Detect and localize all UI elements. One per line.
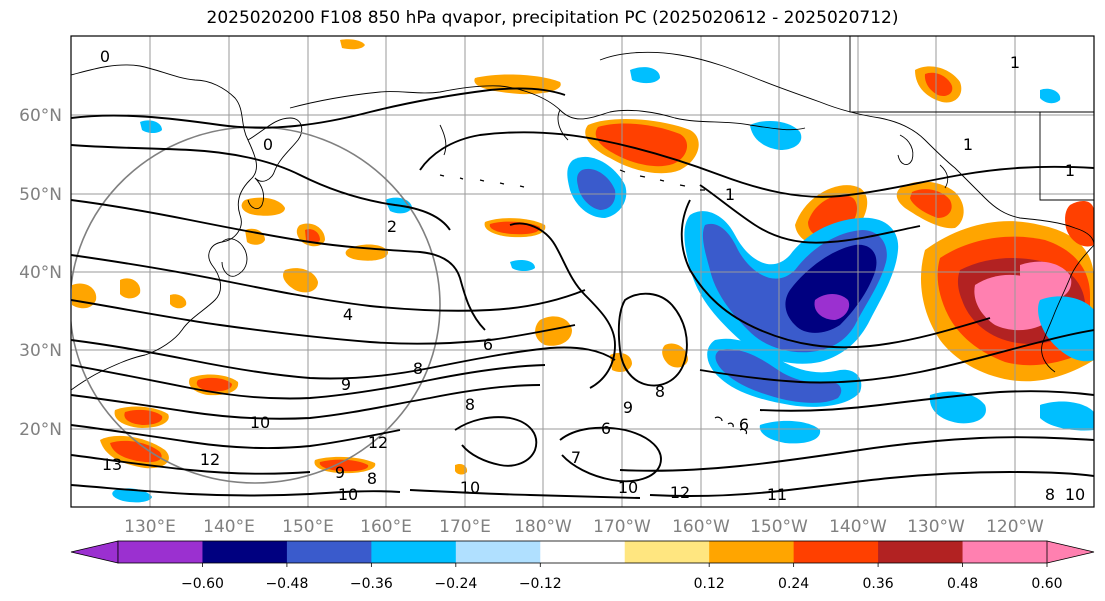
contour-label: 8	[413, 359, 423, 378]
longitude-label: 140°E	[203, 517, 255, 537]
colorbar-segment	[624, 541, 710, 563]
contour-label: 0	[100, 47, 110, 66]
contour-label: 12	[200, 450, 220, 469]
longitude-label: 180°W	[514, 517, 572, 537]
contour-label: 10	[618, 478, 638, 497]
longitude-label: 170°W	[593, 517, 651, 537]
contour-label: 7	[571, 448, 581, 467]
colorbar-tick-label: −0.48	[265, 576, 308, 592]
contour-label: 6	[739, 415, 749, 434]
latitude-label: 20°N	[19, 420, 62, 440]
colorbar-segment	[540, 541, 626, 563]
colorbar-tick-label: −0.24	[434, 576, 477, 592]
contour-label: 6	[483, 335, 493, 354]
contour-label: 4	[343, 305, 353, 324]
longitude-label: 170°E	[439, 517, 491, 537]
contour-label: 10	[1065, 485, 1085, 504]
map-title: 2025020200 F108 850 hPa qvapor, precipit…	[206, 8, 899, 28]
longitude-label: 160°W	[672, 517, 730, 537]
colorbar: −0.60 −0.48 −0.36 −0.24 −0.12 0.12 0.24 0.36 0.4…	[70, 540, 1095, 592]
longitude-label: 120°W	[986, 517, 1044, 537]
colorbar-segment	[371, 541, 457, 563]
contour-label: 0	[263, 135, 273, 154]
contour-label: 9	[335, 463, 345, 482]
latitude-label: 30°N	[19, 341, 62, 361]
contour-label: 8	[655, 382, 665, 401]
colorbar-segment	[793, 541, 879, 563]
colorbar-tick-label: 0.36	[863, 576, 894, 592]
coastlines	[71, 36, 1094, 435]
longitude-label: 150°W	[750, 517, 808, 537]
colorbar-tick-label: −0.12	[519, 576, 562, 592]
contour-label: 10	[460, 478, 480, 497]
longitude-label: 130°E	[124, 517, 176, 537]
colorbar-tick-label: 0.60	[1031, 576, 1062, 592]
contour-label: 2	[387, 217, 397, 236]
colorbar-over-arrow	[1046, 540, 1095, 564]
colorbar-tick-label: −0.36	[350, 576, 393, 592]
latitude-label: 60°N	[19, 106, 62, 126]
colorbar-tick-label: 0.48	[947, 576, 978, 592]
colorbar-tick-label: 0.24	[778, 576, 809, 592]
contour-label: 10	[250, 413, 270, 432]
longitude-label: 160°E	[360, 517, 412, 537]
contour-label: 8	[465, 395, 475, 414]
contour-label: 6	[601, 419, 611, 438]
latitude-label: 50°N	[19, 185, 62, 205]
contour-label: 8	[1045, 485, 1055, 504]
contour-label: 11	[767, 485, 787, 504]
colorbar-tick-label: 0.12	[694, 576, 725, 592]
qvapor-contours	[71, 87, 1094, 499]
contour-label: 13	[102, 455, 122, 474]
contour-label: 12	[670, 483, 690, 502]
colorbar-segment	[118, 541, 203, 563]
contour-label: 1	[1065, 161, 1075, 180]
colorbar-segment	[286, 541, 372, 563]
colorbar-under-arrow	[70, 540, 119, 564]
contour-label: 12	[368, 433, 388, 452]
colorbar-segment	[878, 541, 964, 563]
longitude-label: 150°E	[282, 517, 334, 537]
colorbar-segment	[455, 541, 541, 563]
longitude-label: 130°W	[907, 517, 965, 537]
contour-label: 9	[341, 375, 351, 394]
longitude-label: 140°W	[829, 517, 887, 537]
contour-label: 1	[725, 185, 735, 204]
colorbar-frame	[117, 540, 1048, 564]
contour-label: 8	[367, 469, 377, 488]
colorbar-segment	[202, 541, 288, 563]
contour-label: 1	[963, 135, 973, 154]
contour-label: 9	[623, 398, 633, 417]
precipitation-shading	[72, 39, 1094, 503]
latitude-label: 40°N	[19, 263, 62, 283]
longitude-labels: 130°E 140°E 150°E 160°E 170°E 180°W 170°W 160°W…	[124, 517, 1044, 537]
contour-label: 10	[338, 485, 358, 504]
colorbar-tick-label: −0.60	[181, 576, 224, 592]
latitude-labels: 60°N 50°N 40°N 30°N 20°N	[19, 106, 62, 440]
map-frame	[70, 35, 1095, 508]
colorbar-segment	[709, 541, 795, 563]
colorbar-segment	[962, 541, 1048, 563]
contour-label: 1	[1010, 53, 1020, 72]
